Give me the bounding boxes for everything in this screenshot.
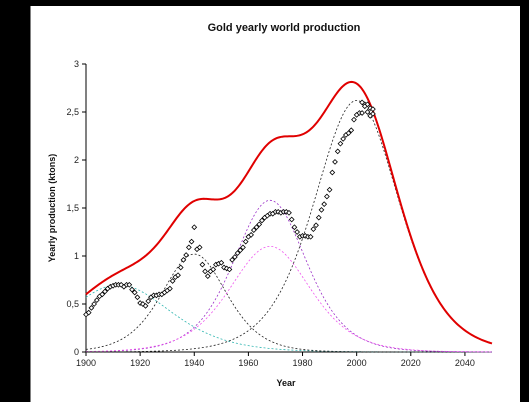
observed-point (169, 278, 176, 284)
x-axis-label: Year (276, 378, 296, 388)
x-tick-label: 1940 (184, 358, 204, 368)
chart-title: Gold yearly world production (208, 22, 361, 34)
observed-point (234, 250, 241, 256)
y-tick-label: 1 (74, 251, 79, 261)
observed-point (131, 289, 138, 296)
y-axis-label: Yearly production (ktons) (47, 154, 57, 263)
observed-point (221, 264, 227, 271)
observed-point (286, 209, 292, 216)
x-tick-label: 2020 (401, 358, 421, 368)
observed-point (302, 232, 309, 239)
observed-point (329, 169, 336, 176)
observed-point (250, 227, 257, 233)
y-tick-label: 0,5 (66, 299, 79, 309)
observed-point (334, 148, 341, 155)
observed-point (185, 244, 192, 251)
fit-component-5-curve (85, 100, 493, 353)
observed-point (204, 273, 211, 280)
observed-point (324, 193, 330, 200)
observed-point (142, 303, 149, 309)
x-tick-label: 2000 (347, 358, 367, 368)
observed-point (199, 261, 206, 268)
observed-point (364, 101, 371, 108)
observed-point (167, 285, 173, 292)
plot-layer: 0 0,5 1 1,5 2 2,5 3 1900 1920 1940 1960 1980 2000 202… (66, 59, 493, 368)
observed-point (364, 109, 371, 115)
observed-point (313, 222, 319, 229)
observed-point (370, 111, 376, 117)
fit-component-4-curve (85, 245, 492, 353)
x-tick-label: 1980 (293, 358, 313, 368)
observed-point (223, 265, 230, 272)
observed-point (218, 259, 225, 266)
observed-point (359, 99, 365, 106)
observed-point (118, 281, 125, 288)
observed-point (145, 298, 152, 304)
observed-point (315, 214, 322, 221)
observed-point (248, 232, 254, 238)
observed-point (183, 252, 190, 258)
observed-point (191, 224, 198, 231)
x-tick-label: 1920 (130, 358, 150, 368)
observed-point (210, 266, 217, 273)
observed-point (332, 159, 338, 165)
observed-point (240, 244, 246, 251)
observed-point (359, 110, 365, 116)
observed-point (102, 288, 108, 295)
observed-point (256, 221, 263, 228)
observed-point (93, 297, 100, 304)
observed-point (226, 266, 233, 273)
observed-point (307, 233, 314, 240)
observed-point (242, 238, 249, 245)
observed-point (196, 244, 203, 251)
observed-point (202, 268, 208, 275)
observed-point (237, 247, 244, 254)
observed-point (91, 301, 97, 307)
y-tick-label: 2 (74, 155, 79, 165)
observed-point (99, 291, 106, 298)
observed-point (126, 281, 133, 288)
observed-point (180, 256, 187, 263)
observed-point (345, 130, 352, 136)
observed-point (288, 216, 295, 223)
observed-point (85, 309, 92, 316)
x-tick-label: 1900 (76, 358, 96, 368)
observed-point (177, 264, 184, 271)
observed-point (348, 127, 355, 134)
y-tick-label: 0 (74, 347, 79, 357)
observed-point (259, 217, 265, 224)
chart-background (28, 6, 520, 402)
observed-point (310, 226, 317, 232)
observed-point (175, 272, 181, 279)
observed-point (229, 256, 236, 263)
x-tick-label: 1960 (238, 358, 258, 368)
y-tick-label: 1,5 (66, 203, 79, 213)
observed-point (134, 294, 141, 301)
fit-component-2-curve (85, 253, 492, 353)
observed-point (321, 201, 328, 208)
observed-point (318, 207, 325, 213)
observed-point (188, 238, 195, 245)
observed-point (253, 224, 260, 231)
observed-point (294, 229, 300, 235)
x-tick-label: 2040 (455, 358, 475, 368)
observed-point (88, 304, 95, 311)
total-fit-curve (85, 80, 493, 345)
observed-point (326, 186, 333, 193)
fit-component-3-curve (85, 199, 492, 353)
observed-point (232, 254, 238, 260)
observed-point (351, 116, 357, 123)
observed-point (337, 140, 344, 147)
observed-point (139, 301, 146, 307)
observed-point (340, 136, 346, 142)
y-tick-label: 3 (74, 59, 79, 69)
observed-point (361, 103, 368, 110)
observed-point (129, 286, 135, 293)
observed-point (291, 224, 298, 231)
y-tick-label: 2,5 (66, 107, 79, 117)
